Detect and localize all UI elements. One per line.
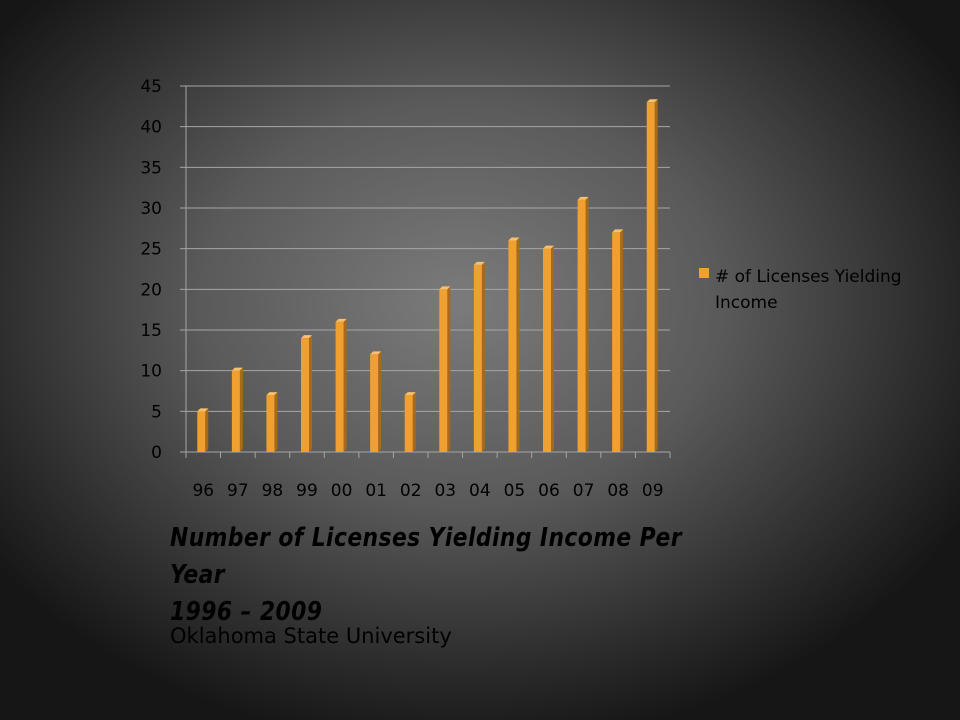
- chart-legend: # of Licenses Yielding Income: [699, 267, 902, 313]
- legend-swatch: [699, 268, 709, 278]
- bar-top: [646, 99, 658, 103]
- y-tick-label: 35: [140, 158, 162, 178]
- y-tick-label: 20: [140, 280, 162, 300]
- x-tick-label: 02: [400, 481, 422, 501]
- bar-top: [612, 229, 624, 233]
- bar: [301, 335, 312, 452]
- x-tick-label: 03: [434, 481, 456, 501]
- bar-top: [404, 392, 416, 396]
- bar-side: [481, 261, 485, 452]
- bar-side: [654, 99, 658, 453]
- bar-top: [335, 318, 347, 322]
- y-tick-label: 0: [151, 443, 162, 463]
- bar-side: [239, 367, 243, 452]
- bar-top: [266, 392, 278, 396]
- bar: [335, 318, 347, 452]
- x-tick-label: 98: [262, 481, 284, 501]
- bar-front: [404, 395, 413, 452]
- bar-side: [620, 229, 624, 452]
- bar: [370, 351, 382, 452]
- y-tick-label: 15: [140, 321, 162, 341]
- x-tick-label: 08: [607, 481, 629, 501]
- bar-side: [343, 318, 347, 452]
- x-tick-label: 06: [538, 481, 560, 501]
- x-tick-label: 04: [469, 481, 491, 501]
- bar: [439, 286, 451, 452]
- bar: [646, 99, 658, 453]
- bar-top: [543, 245, 554, 249]
- y-tick-label: 25: [140, 240, 162, 260]
- x-tick-label: 96: [192, 481, 214, 501]
- bar-top: [577, 196, 589, 200]
- x-tick-label: 07: [573, 481, 595, 501]
- y-tick-label: 30: [140, 199, 162, 219]
- bar-top: [197, 408, 209, 412]
- x-tick-label: 99: [296, 481, 318, 501]
- bar: [612, 229, 624, 452]
- bar-side: [309, 335, 312, 452]
- y-tick-label: 45: [140, 77, 162, 97]
- bar: [508, 237, 520, 452]
- chart-bars: [197, 99, 658, 453]
- legend-label-line2: Income: [715, 293, 778, 313]
- bar-side: [585, 196, 589, 452]
- bar-top: [508, 237, 520, 241]
- slide-title-line2: 1996 – 2009: [170, 597, 323, 627]
- bar-side: [378, 351, 382, 452]
- slide-subtitle: Oklahoma State University: [170, 624, 452, 648]
- bar-front: [577, 199, 586, 452]
- bar-front: [439, 289, 448, 452]
- x-tick-label: 05: [504, 481, 526, 501]
- bar: [543, 245, 554, 452]
- bar-side: [412, 392, 416, 452]
- bar-front: [612, 232, 621, 452]
- y-tick-label: 5: [151, 402, 162, 422]
- bar-top: [231, 367, 243, 371]
- y-tick-label: 40: [140, 118, 162, 138]
- y-tick-label: 10: [140, 362, 162, 382]
- x-tick-label: 01: [365, 481, 387, 501]
- bar-front: [231, 370, 240, 452]
- bar-side: [551, 245, 554, 452]
- bar: [231, 367, 243, 452]
- x-axis-tick-labels: 96 97 98 99 00 01 02 03 04 05 06 07 08 09: [192, 481, 663, 501]
- bar: [266, 392, 278, 452]
- y-axis-tick-labels: 0 5 10 15 20 25 30 35 40 45: [140, 77, 162, 463]
- bar-front: [266, 395, 275, 452]
- chart-axes: [180, 85, 671, 458]
- bar-front: [301, 338, 309, 452]
- slide-title: Number of Licenses Yielding Income Per Y…: [170, 520, 708, 631]
- chart-gridlines: [186, 85, 670, 412]
- bar-top: [473, 261, 485, 265]
- bar: [404, 392, 416, 452]
- bar-front: [473, 264, 482, 452]
- bar-side: [205, 408, 209, 452]
- legend-label-line1: # of Licenses Yielding: [715, 267, 902, 287]
- bar-top: [301, 335, 312, 339]
- slide-title-line1: Number of Licenses Yielding Income Per Y…: [170, 523, 682, 590]
- bar-front: [370, 354, 379, 452]
- bar: [473, 261, 485, 452]
- bar-front: [197, 411, 206, 452]
- bar-front: [646, 102, 655, 453]
- bar-top: [370, 351, 382, 355]
- bar-side: [516, 237, 520, 452]
- bar-side: [447, 286, 451, 452]
- bar-front: [335, 321, 344, 452]
- bar-top: [439, 286, 451, 290]
- bar: [577, 196, 589, 452]
- bar: [197, 408, 209, 452]
- x-tick-label: 97: [227, 481, 249, 501]
- bar-side: [274, 392, 278, 452]
- x-tick-label: 00: [331, 481, 353, 501]
- x-tick-label: 09: [642, 481, 664, 501]
- bar-front: [543, 248, 551, 452]
- bar-front: [508, 240, 517, 452]
